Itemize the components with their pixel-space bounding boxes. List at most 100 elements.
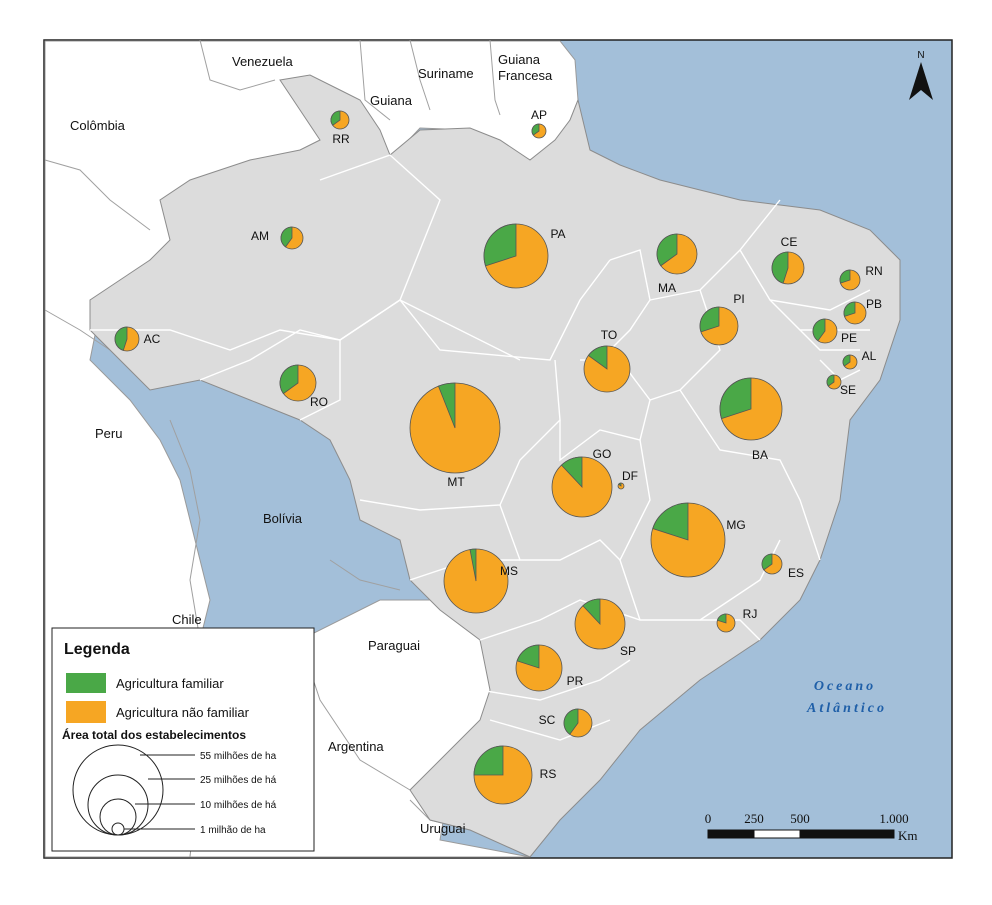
neighbor-borders <box>44 39 501 831</box>
legend-title: Legenda <box>64 641 130 658</box>
state-label-pb: PB <box>866 297 882 311</box>
scale-tick-250: 250 <box>744 811 764 826</box>
scale-tick-1000: 1.000 <box>879 811 908 826</box>
label-suriname: Suriname <box>418 66 474 81</box>
scale-bar: 0 250 500 1.000 Km <box>705 811 918 843</box>
state-label-es: ES <box>788 566 804 580</box>
pie-slice-familiar <box>483 223 517 267</box>
state-label-rn: RN <box>865 264 882 278</box>
legend: Legenda Agricultura familiar Agricultura… <box>51 627 315 852</box>
pie-slice-familiar <box>761 553 773 571</box>
state-label-ma: MA <box>658 281 676 295</box>
pie-rj: RJ <box>716 607 758 633</box>
pie-pe: PE <box>812 318 857 345</box>
label-chile: Chile <box>172 612 202 627</box>
pie-slice-familiar <box>656 233 678 267</box>
legend-size-25: 25 milhões de há <box>200 775 277 786</box>
pie-slice-familiar <box>563 708 579 735</box>
pie-slice-familiar <box>114 326 128 351</box>
pie-ce: CE <box>771 235 805 285</box>
state-label-rj: RJ <box>743 607 758 621</box>
pie-to: TO <box>583 328 631 393</box>
state-label-sc: SC <box>539 713 556 727</box>
pie-slice-familiar <box>716 613 727 624</box>
state-label-ce: CE <box>781 235 798 249</box>
brazil-territory <box>89 74 901 858</box>
scale-segment-1 <box>707 829 755 839</box>
state-label-ac: AC <box>144 332 161 346</box>
state-label-rr: RR <box>332 132 350 146</box>
label-paraguai: Paraguai <box>368 638 420 653</box>
label-peru: Peru <box>95 426 122 441</box>
north-arrow-label: N <box>917 50 924 61</box>
pie-sc: SC <box>539 708 593 738</box>
state-label-se: SE <box>840 383 856 397</box>
state-label-mg: MG <box>726 518 745 532</box>
pie-se: SE <box>826 374 856 397</box>
ocean-south <box>530 41 951 857</box>
pie-go: GO <box>551 447 613 518</box>
pie-ma: MA <box>656 233 698 295</box>
pie-slice-familiar <box>618 482 622 487</box>
scale-tick-500: 500 <box>790 811 810 826</box>
pie-rs: RS <box>473 745 557 805</box>
scale-unit: Km <box>898 828 918 843</box>
ocean-label-line2: Atlântico <box>806 701 887 716</box>
legend-size-55: 55 milhões de ha <box>200 751 277 762</box>
country-labels: Venezuela Guiana Suriname Guiana Frances… <box>70 52 553 836</box>
pie-pb: PB <box>843 297 882 325</box>
pie-am: AM <box>251 226 304 250</box>
pie-slice-familiar <box>842 354 851 367</box>
label-argentina: Argentina <box>328 739 384 754</box>
state-label-ba: BA <box>752 448 768 462</box>
legend-swatch-nao-familiar <box>66 701 106 723</box>
pie-slice-familiar <box>531 123 540 136</box>
state-label-al: AL <box>862 349 877 363</box>
legend-size-10: 10 milhões de há <box>200 800 277 811</box>
state-label-pr: PR <box>567 674 584 688</box>
pie-pi: PI <box>699 292 745 346</box>
pie-df: DF <box>617 469 638 490</box>
state-label-df: DF <box>622 469 638 483</box>
pie-pa: PA <box>483 223 566 289</box>
legend-label-familiar: Agricultura familiar <box>116 676 224 691</box>
pie-slice-familiar <box>812 318 826 342</box>
north-arrow-icon <box>909 62 933 100</box>
legend-swatch-familiar <box>66 673 106 693</box>
scale-segment-2 <box>753 829 801 839</box>
north-arrow: N <box>909 50 933 100</box>
legend-size-1: 1 milhão de ha <box>200 825 266 836</box>
label-guiana: Guiana <box>370 93 413 108</box>
pie-ap: AP <box>531 108 547 139</box>
state-label-rs: RS <box>540 767 557 781</box>
state-label-sp: SP <box>620 644 636 658</box>
pie-mg: MG <box>650 502 746 578</box>
legend-size-circles <box>72 744 164 836</box>
pie-rr: RR <box>330 110 350 146</box>
pie-slice-familiar <box>826 374 835 387</box>
state-label-go: GO <box>593 447 612 461</box>
pie-ba: BA <box>719 377 783 462</box>
pie-pr: PR <box>515 644 584 692</box>
pie-slice-familiar <box>843 301 856 317</box>
label-guiana-francesa-2: Francesa <box>498 68 553 83</box>
pie-ac: AC <box>114 326 161 352</box>
legend-area-title: Área total dos estabelecimentos <box>62 727 246 742</box>
pie-ro: RO <box>279 364 328 409</box>
pie-slice-familiar <box>582 598 601 626</box>
pie-slice-familiar <box>473 745 504 776</box>
pie-slice-familiar <box>771 251 789 284</box>
pie-slice-familiar <box>280 226 293 248</box>
label-guiana-francesa-1: Guiana <box>498 52 541 67</box>
pie-sp: SP <box>574 598 636 658</box>
pie-al: AL <box>842 349 877 370</box>
label-uruguai: Uruguai <box>420 821 466 836</box>
label-venezuela: Venezuela <box>232 54 293 69</box>
state-label-to: TO <box>601 328 617 342</box>
scale-tick-0: 0 <box>705 811 712 826</box>
state-label-pa: PA <box>550 227 565 241</box>
state-label-pe: PE <box>841 331 857 345</box>
legend-box <box>51 627 315 852</box>
pie-slice-familiar <box>587 345 608 370</box>
label-colombia: Colômbia <box>70 118 126 133</box>
